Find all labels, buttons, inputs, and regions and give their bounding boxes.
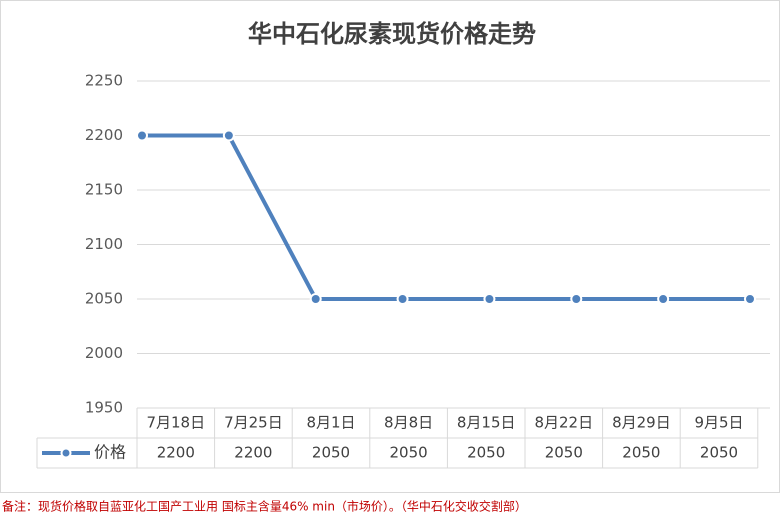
table-value: 2050 [312, 444, 350, 462]
marker [744, 293, 756, 305]
marker [657, 293, 670, 305]
marker [483, 293, 496, 305]
y-tick-label: 2050 [85, 290, 123, 308]
x-tick-label: 9月5日 [694, 414, 743, 432]
table-value: 2200 [157, 444, 195, 462]
y-tick-label: 2150 [85, 181, 123, 199]
y-tick-label: 1950 [85, 399, 123, 417]
x-tick-label: 7月25日 [224, 414, 283, 432]
table-value: 2050 [545, 444, 583, 462]
x-tick-label: 8月22日 [534, 414, 593, 432]
legend-marker [60, 447, 72, 459]
chart-frame [0, 0, 780, 493]
y-tick-label: 2000 [85, 344, 123, 362]
marker [396, 293, 409, 305]
x-tick-label: 8月29日 [612, 414, 671, 432]
legend-label: 价格 [94, 443, 126, 462]
marker [570, 293, 583, 305]
table-value: 2050 [622, 444, 660, 462]
x-tick-label: 7月18日 [146, 414, 205, 432]
table-value: 2050 [467, 444, 505, 462]
chart-title: 华中石化尿素现货价格走势 [248, 20, 536, 48]
y-tick-label: 2250 [85, 72, 123, 90]
x-tick-label: 8月1日 [306, 414, 355, 432]
y-tick-label: 2100 [85, 235, 123, 253]
y-tick-label: 2200 [85, 126, 123, 144]
footnote: 备注：现货价格取自蓝亚化工国产工业用 国标主含量46% min（市场价）。（华中… [2, 499, 527, 514]
marker [136, 129, 148, 142]
x-tick-label: 8月8日 [384, 414, 433, 432]
marker [309, 293, 322, 305]
table-value: 2050 [390, 444, 428, 462]
x-tick-label: 8月15日 [457, 414, 516, 432]
table-value: 2050 [700, 444, 738, 462]
line [142, 133, 750, 301]
marker [222, 129, 235, 142]
table-value: 2200 [234, 444, 272, 462]
